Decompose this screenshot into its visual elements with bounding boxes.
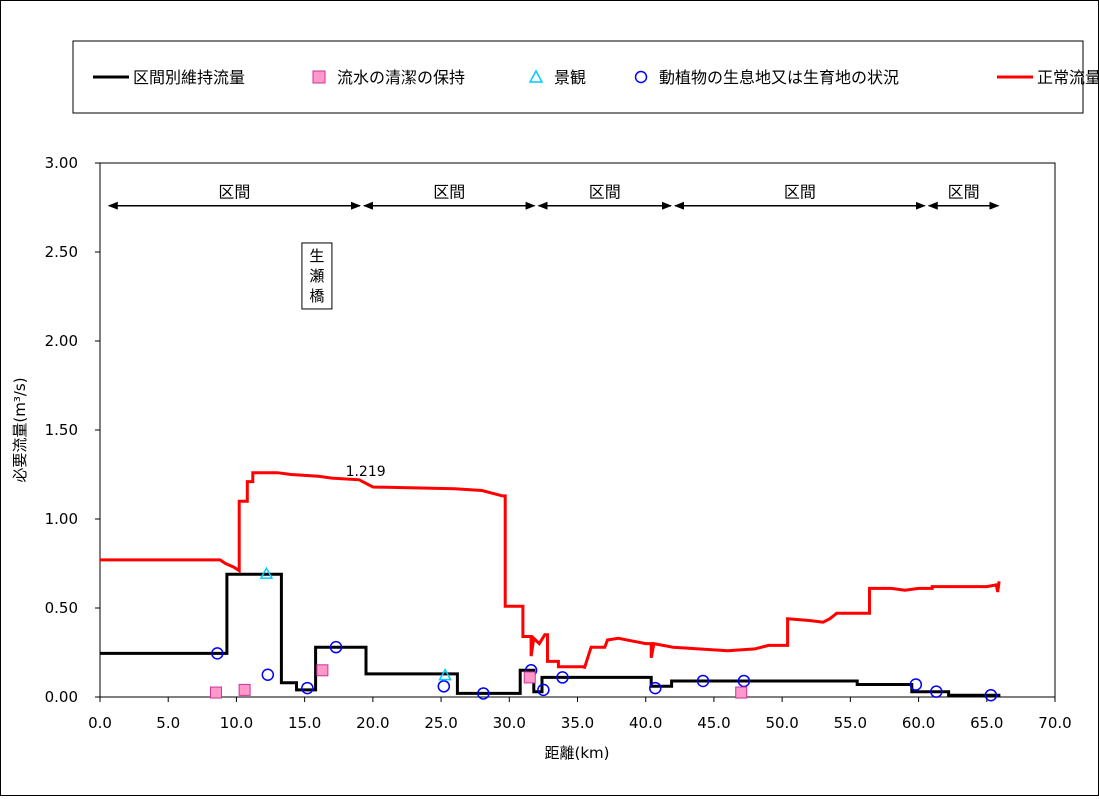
- y-tick-label: 2.00: [45, 332, 78, 350]
- series-line-maintenance-flow: [100, 572, 1001, 697]
- legend-label: 流水の清潔の保持: [337, 68, 465, 87]
- legend-label: 動植物の生息地又は生育地の状況: [659, 68, 899, 87]
- habitat-circle-marker: [649, 681, 662, 695]
- y-tick-label: 1.50: [45, 421, 78, 439]
- y-tick-label: 0.50: [45, 599, 78, 617]
- x-tick-label: 30.0: [493, 714, 526, 732]
- section-label: 区間: [218, 183, 250, 202]
- habitat-circle-marker: [211, 647, 224, 660]
- value-label: 1.219: [346, 464, 386, 480]
- x-tick-label: 40.0: [629, 714, 662, 732]
- station-label-char: 橋: [309, 287, 324, 305]
- y-tick-label: 3.00: [45, 154, 78, 172]
- landscape-triangle-marker: [438, 668, 452, 681]
- annotation-layer: 1.219 生瀬橋: [301, 242, 386, 480]
- x-tick-label: 20.0: [356, 714, 389, 732]
- legend: 区間別維持流量 流水の清潔の保持 景観 動植物の生息地又は生育地の状況 正常流量: [93, 68, 1099, 87]
- habitat-circle-marker: [696, 674, 710, 688]
- y-tick-label: 0.00: [45, 688, 78, 706]
- landscape-triangle-marker: [259, 566, 274, 579]
- habitat-circle-marker: [301, 681, 314, 695]
- habitat-circle-marker: [930, 685, 943, 698]
- series-line-normal-flow: [100, 471, 1001, 669]
- series-layer: [100, 471, 1001, 697]
- x-tick-label: 5.0: [156, 714, 180, 732]
- x-tick-label: 25.0: [424, 714, 457, 732]
- habitat-circle-marker: [329, 640, 343, 654]
- section-label: 区間: [433, 183, 465, 202]
- legend-label: 景観: [554, 68, 586, 87]
- section-label: 区間: [784, 183, 816, 202]
- axes: 0.0 5.0 10.0 15.0 20.0 25.0 30.0 35.0 40.0 45.0 50…: [45, 154, 1072, 732]
- section-label: 区間: [948, 183, 980, 202]
- y-axis-label: 必要流量(m³/s): [11, 377, 29, 482]
- x-axis-label: 距離(km): [544, 744, 609, 762]
- habitat-circle-marker: [437, 680, 451, 693]
- habitat-circle-marker: [556, 671, 569, 684]
- marker-layer: [209, 566, 998, 702]
- water-quality-square-marker: [523, 671, 536, 684]
- section-label: 区間: [589, 183, 621, 202]
- y-tick-label: 2.50: [45, 243, 78, 261]
- x-tick-label: 65.0: [970, 714, 1003, 732]
- habitat-circle-marker: [984, 688, 998, 702]
- x-tick-label: 70.0: [1038, 714, 1071, 732]
- station-label-char: 生: [309, 247, 324, 265]
- x-tick-label: 55.0: [834, 714, 867, 732]
- legend-triangle-swatch: [528, 69, 544, 83]
- habitat-circle-marker: [909, 678, 923, 691]
- x-tick-label: 50.0: [765, 714, 798, 732]
- water-quality-square-marker: [316, 664, 329, 677]
- station-label-char: 瀬: [309, 267, 324, 285]
- habitat-circle-marker: [737, 674, 751, 688]
- x-tick-label: 60.0: [902, 714, 935, 732]
- legend-label: 区間別維持流量: [133, 68, 245, 87]
- section-arrows: 区間 区間 区間 区間 区間: [107, 183, 1000, 210]
- x-tick-label: 0.0: [88, 714, 112, 732]
- x-tick-label: 10.0: [220, 714, 253, 732]
- water-quality-square-marker: [209, 686, 222, 699]
- habitat-circle-marker: [537, 683, 550, 697]
- x-tick-label: 45.0: [697, 714, 730, 732]
- station-label-box: [301, 242, 333, 310]
- habitat-circle-marker: [261, 668, 275, 681]
- legend-box: [72, 40, 1084, 114]
- water-quality-square-marker: [238, 683, 251, 696]
- legend-label: 正常流量: [1037, 68, 1098, 87]
- plot-area: [99, 162, 1056, 698]
- x-tick-label: 35.0: [561, 714, 594, 732]
- x-tick-label: 15.0: [288, 714, 321, 732]
- legend-circle-swatch: [634, 70, 648, 84]
- water-quality-square-marker: [735, 686, 748, 699]
- y-tick-label: 1.00: [45, 510, 78, 528]
- habitat-circle-marker: [477, 687, 490, 700]
- legend-square-swatch: [312, 70, 326, 84]
